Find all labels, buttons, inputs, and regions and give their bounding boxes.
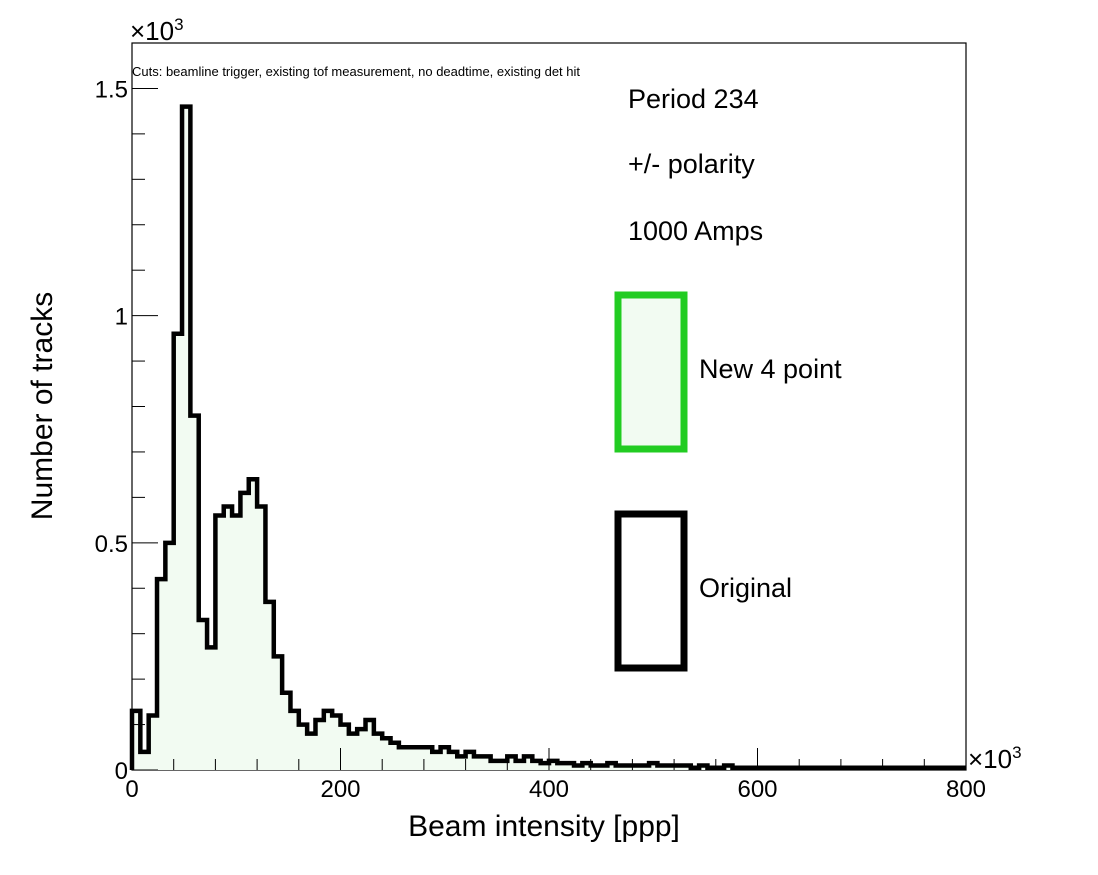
x-tick-label: 200 — [320, 776, 360, 803]
y-tick-label: 1.5 — [95, 76, 128, 103]
histogram-line-original — [129, 104, 966, 770]
cuts-note: Cuts: beamline trigger, existing tof mea… — [132, 64, 580, 79]
legend-swatch-original — [614, 510, 688, 672]
annotation-current: 1000 Amps — [628, 216, 763, 246]
x-tick-label: 0 — [125, 776, 138, 803]
x-tick-label: 800 — [946, 776, 986, 803]
legend: New 4 point Original — [614, 291, 842, 672]
y-axis-multiplier: ×103 — [130, 15, 184, 46]
y-axis-ticks: 0 0.5 1 1.5 — [95, 42, 158, 785]
legend-label-original: Original — [699, 573, 792, 603]
x-axis-multiplier: ×103 — [968, 743, 1022, 774]
y-axis-title: Number of tracks — [26, 292, 59, 520]
x-tick-label: 400 — [529, 776, 569, 803]
legend-swatch-new-4-point — [614, 291, 688, 453]
x-axis-ticks: 0 200 400 600 800 — [125, 748, 986, 803]
x-axis-title: Beam intensity [ppp] — [408, 810, 680, 843]
y-tick-label: 0.5 — [95, 531, 128, 558]
annotation-polarity: +/- polarity — [628, 149, 755, 179]
legend-label-new-4-point: New 4 point — [699, 354, 842, 384]
y-tick-label: 0 — [115, 758, 128, 785]
histogram-fill-new-4-point — [132, 106, 966, 771]
histogram-layer — [129, 104, 966, 771]
x-tick-label: 600 — [737, 776, 777, 803]
y-tick-label: 1 — [115, 304, 128, 331]
annotation-period: Period 234 — [628, 84, 759, 114]
